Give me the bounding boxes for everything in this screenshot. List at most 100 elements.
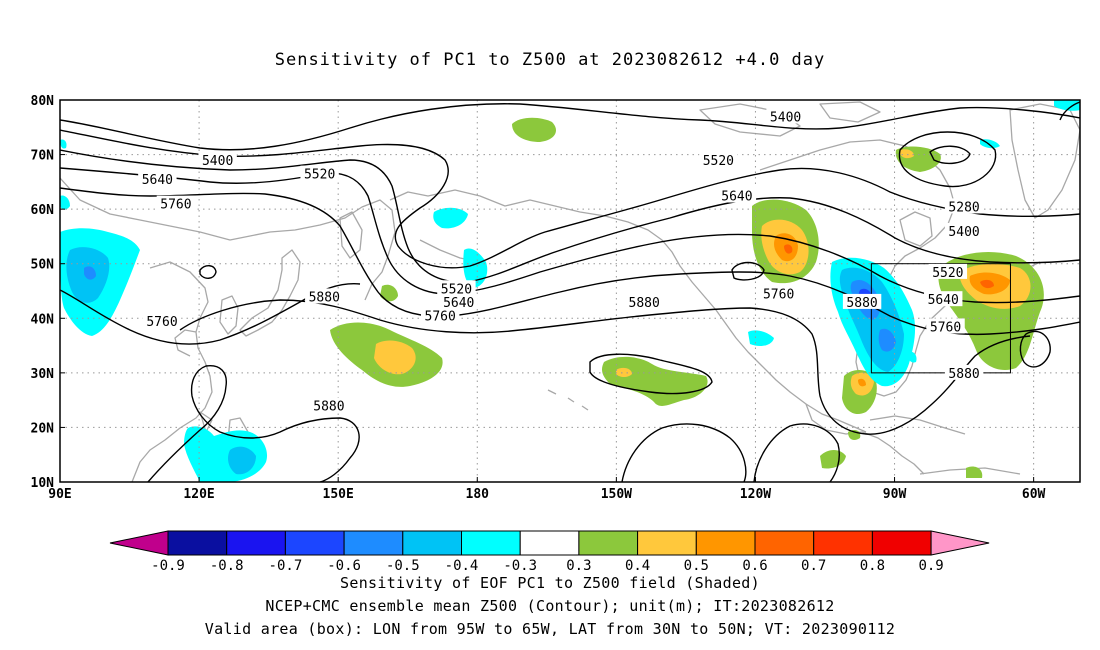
latitude-label: 20N bbox=[31, 421, 55, 436]
colorbar-tick-label: -0.8 bbox=[210, 558, 244, 574]
contour-label-bg bbox=[944, 364, 984, 380]
contour-label-bg bbox=[717, 187, 757, 203]
colorbar-arrow-low bbox=[109, 530, 169, 556]
contour-label-bg bbox=[138, 171, 177, 187]
colorbar-tick-label: 0.4 bbox=[625, 558, 650, 574]
valid-area-box bbox=[870, 263, 1011, 374]
colorbar: -0.9 -0.8 -0.7 -0.6 -0.5 -0.4 -0.3 0.3 0.4 0.5 0.6… bbox=[109, 530, 990, 574]
contour-label: 5520 bbox=[932, 266, 963, 281]
caption-contour: NCEP+CMC ensemble mean Z500 (Contour); u… bbox=[265, 597, 835, 615]
contour-label-bg bbox=[924, 291, 963, 307]
longitude-label: 90E bbox=[48, 487, 71, 502]
longitude-label: 120W bbox=[740, 487, 771, 502]
longitude-label: 120E bbox=[183, 487, 214, 502]
contour-label-bg bbox=[759, 285, 798, 301]
contour-label-bg bbox=[156, 195, 196, 211]
contour-label: 5400 bbox=[770, 110, 801, 125]
contour-label: 5880 bbox=[313, 400, 344, 415]
latitude-label: 70N bbox=[31, 149, 55, 164]
contour-label: 5760 bbox=[930, 320, 961, 335]
colorbar-tick-label: -0.6 bbox=[327, 558, 361, 574]
contour-label-bg bbox=[766, 108, 805, 124]
colorbar-swatch bbox=[637, 530, 697, 556]
contour-label: 5520 bbox=[441, 282, 472, 297]
colorbar-swatch bbox=[226, 530, 286, 556]
longitude-label: 150W bbox=[601, 487, 632, 502]
latitude-label: 50N bbox=[31, 258, 55, 273]
colorbar-swatch bbox=[871, 530, 932, 556]
colorbar-tick-label: -0.4 bbox=[445, 558, 479, 574]
latitude-label: 10N bbox=[31, 476, 55, 491]
contour-label: 5760 bbox=[160, 198, 191, 213]
colorbar-tick-label: -0.7 bbox=[269, 558, 303, 574]
contour-label-bg bbox=[142, 313, 182, 329]
latitude-labels: 80N 70N 60N 50N 40N 30N 20N 10N bbox=[31, 94, 65, 491]
contour-label: 5880 bbox=[629, 296, 660, 311]
contour-label: 5880 bbox=[846, 296, 877, 311]
contour-label-bg bbox=[624, 293, 664, 309]
longitude-labels: 90E 120E 150E 180 150W 120W 90W 60W bbox=[48, 477, 1046, 502]
contour-label: 5400 bbox=[948, 225, 979, 240]
contour-label: 5640 bbox=[721, 190, 752, 205]
colorbar-swatch bbox=[813, 530, 873, 556]
contour-label: 5760 bbox=[763, 288, 794, 303]
contour-label: 5520 bbox=[703, 154, 734, 169]
contour-label-bg bbox=[699, 152, 738, 168]
longitude-label: 90W bbox=[883, 487, 907, 502]
colorbar-swatch bbox=[519, 530, 580, 556]
map-title: Sensitivity of PC1 to Z500 at 2023082612… bbox=[274, 50, 826, 70]
contour-label-bg bbox=[944, 222, 984, 238]
contour-label-bg bbox=[439, 293, 478, 309]
caption-valid-area: Valid area (box): LON from 95W to 65W, L… bbox=[204, 620, 896, 638]
longitude-label: 180 bbox=[466, 487, 490, 502]
sensitivity-shading bbox=[60, 100, 1080, 482]
contour-label: 5640 bbox=[928, 293, 959, 308]
colorbar-arrow-high bbox=[930, 530, 990, 556]
colorbar-tick-label: 0.5 bbox=[684, 558, 709, 574]
contour-label: 5400 bbox=[202, 154, 233, 169]
colorbar-swatch bbox=[461, 530, 521, 556]
colorbar-tick-label: -0.5 bbox=[386, 558, 420, 574]
colorbar-swatch bbox=[402, 530, 462, 556]
colorbar-swatch bbox=[343, 530, 404, 556]
colorbar-tick-label: -0.9 bbox=[151, 558, 185, 574]
colorbar-swatch bbox=[284, 530, 345, 556]
contour-label: 5880 bbox=[309, 290, 340, 305]
colorbar-swatch bbox=[754, 530, 815, 556]
map-frame bbox=[59, 99, 1081, 483]
contour-label-bg bbox=[928, 263, 968, 279]
caption-shading: Sensitivity of EOF PC1 to Z500 field (Sh… bbox=[340, 574, 760, 592]
contour-label: 5640 bbox=[443, 296, 474, 311]
colorbar-swatch bbox=[578, 530, 639, 556]
contour-label-bg bbox=[944, 198, 984, 214]
contour-label-bg bbox=[926, 318, 965, 334]
contour-label-bg bbox=[198, 152, 237, 168]
contour-label: 5760 bbox=[146, 315, 177, 330]
longitude-label: 150E bbox=[323, 487, 354, 502]
colorbar-swatch bbox=[167, 530, 228, 556]
colorbar-tick-label: 0.9 bbox=[918, 558, 943, 574]
contour-label-bg bbox=[437, 280, 476, 296]
latitude-label: 30N bbox=[31, 367, 55, 382]
contour-label-bg bbox=[420, 307, 460, 323]
contour-label: 5880 bbox=[948, 367, 979, 382]
contour-label: 5640 bbox=[142, 173, 173, 188]
contour-label: 5280 bbox=[948, 200, 979, 215]
longitude-label: 60W bbox=[1022, 487, 1046, 502]
latitude-label: 60N bbox=[31, 203, 55, 218]
latitude-label: 40N bbox=[31, 312, 55, 327]
colorbar-tick-label: 0.8 bbox=[860, 558, 885, 574]
colorbar-tick-label: 0.3 bbox=[566, 558, 591, 574]
contour-label: 5520 bbox=[304, 168, 335, 183]
contour-label: 5760 bbox=[425, 310, 456, 325]
contour-label-bg bbox=[842, 293, 882, 309]
latitude-label: 80N bbox=[31, 94, 55, 109]
contour-label-bg bbox=[309, 397, 349, 413]
colorbar-swatch bbox=[695, 530, 756, 556]
colorbar-tick-label: 0.6 bbox=[742, 558, 767, 574]
colorbar-tick-label: 0.7 bbox=[801, 558, 826, 574]
contour-label-bg bbox=[305, 288, 344, 304]
contour-label-bg bbox=[300, 165, 339, 181]
